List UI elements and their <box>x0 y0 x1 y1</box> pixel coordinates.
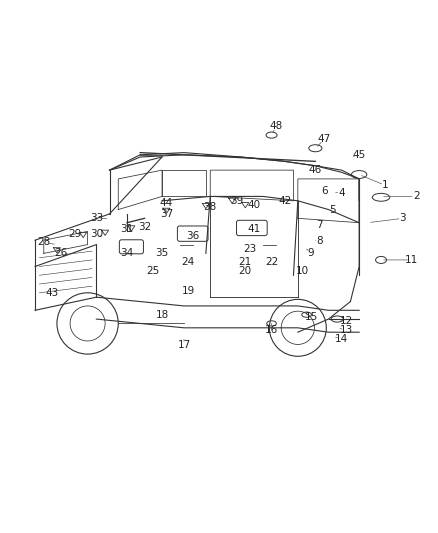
Text: 45: 45 <box>353 150 366 160</box>
Text: 13: 13 <box>339 325 353 335</box>
Text: 11: 11 <box>405 255 418 265</box>
Text: 8: 8 <box>316 236 323 246</box>
Text: 22: 22 <box>265 257 278 267</box>
Text: 38: 38 <box>204 203 217 212</box>
Text: 7: 7 <box>316 220 323 230</box>
Text: 20: 20 <box>239 266 252 276</box>
Text: 47: 47 <box>318 134 331 144</box>
Text: 14: 14 <box>335 334 348 344</box>
Text: 25: 25 <box>147 266 160 276</box>
Text: 48: 48 <box>269 122 283 131</box>
Text: 30: 30 <box>90 229 103 239</box>
Text: 46: 46 <box>309 165 322 175</box>
Text: 2: 2 <box>413 191 420 201</box>
Text: 4: 4 <box>338 188 345 198</box>
Text: 1: 1 <box>382 181 389 190</box>
Text: 15: 15 <box>304 312 318 322</box>
Text: 28: 28 <box>37 237 50 247</box>
Text: 32: 32 <box>138 222 151 232</box>
Text: 40: 40 <box>247 200 261 210</box>
Text: 39: 39 <box>230 196 243 206</box>
Text: 36: 36 <box>186 231 199 241</box>
Text: 16: 16 <box>265 325 278 335</box>
Text: 43: 43 <box>46 288 59 298</box>
Text: 12: 12 <box>339 316 353 326</box>
Text: 17: 17 <box>177 341 191 350</box>
Text: 44: 44 <box>160 198 173 208</box>
Text: 33: 33 <box>90 213 103 223</box>
Text: 10: 10 <box>296 266 309 276</box>
Text: 31: 31 <box>120 224 134 235</box>
Text: 24: 24 <box>182 257 195 267</box>
Text: 5: 5 <box>329 205 336 215</box>
Text: 29: 29 <box>68 229 81 239</box>
Text: 18: 18 <box>155 310 169 320</box>
Text: 6: 6 <box>321 186 328 196</box>
Text: 41: 41 <box>247 224 261 235</box>
Text: 37: 37 <box>160 209 173 219</box>
Text: 23: 23 <box>243 244 256 254</box>
Text: 42: 42 <box>278 196 291 206</box>
Text: 3: 3 <box>399 213 406 223</box>
Text: 21: 21 <box>239 257 252 267</box>
Text: 34: 34 <box>120 248 134 259</box>
Text: 35: 35 <box>155 248 169 259</box>
Text: 9: 9 <box>307 248 314 259</box>
Text: 19: 19 <box>182 286 195 296</box>
Text: 26: 26 <box>55 248 68 259</box>
